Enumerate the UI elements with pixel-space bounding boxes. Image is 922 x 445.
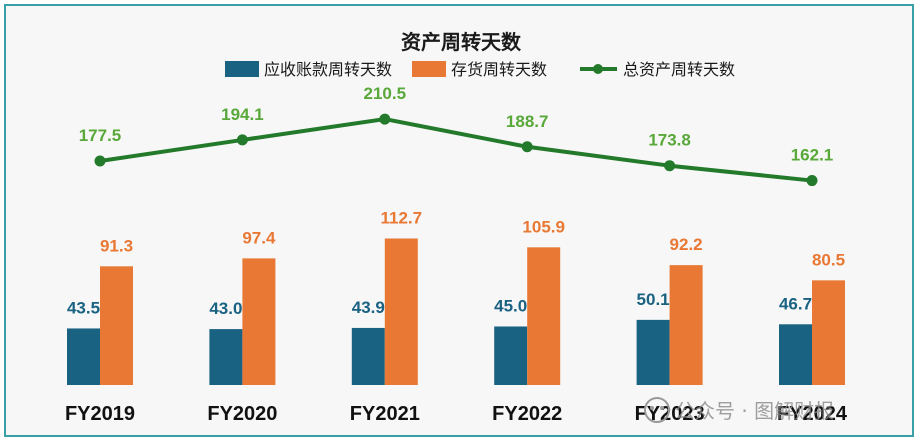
data-label-inventory: 91.3 xyxy=(100,236,133,255)
bar-receivables xyxy=(209,329,243,385)
point-total-assets xyxy=(94,155,106,167)
bar-inventory xyxy=(100,266,133,385)
bar-receivables xyxy=(351,327,385,385)
legend-swatch-receivables xyxy=(225,61,259,77)
data-label-receivables: 50.1 xyxy=(637,290,670,309)
data-label-total-assets: 210.5 xyxy=(364,84,407,103)
bar-inventory xyxy=(242,258,276,385)
legend-marker-total-assets xyxy=(593,64,603,74)
legend-label-total-assets: 总资产周转天数 xyxy=(623,60,735,79)
data-label-inventory: 112.7 xyxy=(380,208,422,227)
watermark: 公众号 · 图解财报 xyxy=(644,397,834,423)
bar-inventory xyxy=(527,247,561,385)
data-label-total-assets: 194.1 xyxy=(221,105,264,124)
data-label-inventory: 80.5 xyxy=(812,250,845,269)
x-tick-label: FY2019 xyxy=(65,403,135,425)
data-label-total-assets: 188.7 xyxy=(506,112,549,131)
data-label-receivables: 43.9 xyxy=(352,298,385,317)
bar-receivables xyxy=(494,326,528,385)
x-tick-label: FY2021 xyxy=(350,403,420,425)
bar-receivables xyxy=(779,324,812,385)
x-tick-label: FY2020 xyxy=(207,403,277,425)
point-total-assets xyxy=(664,160,676,172)
data-label-receivables: 43.5 xyxy=(67,298,100,317)
legend: 应收账款周转天数 存货周转天数 总资产周转天数 xyxy=(225,60,735,79)
bar-receivables xyxy=(636,319,670,385)
legend-label-inventory: 存货周转天数 xyxy=(451,60,547,79)
wechat-icon-eye-right xyxy=(660,406,664,410)
wechat-icon xyxy=(644,397,670,423)
bar-inventory xyxy=(669,265,703,385)
data-label-total-assets: 162.1 xyxy=(791,146,834,165)
wechat-icon-eye-left xyxy=(650,406,654,410)
legend-label-receivables: 应收账款周转天数 xyxy=(264,60,392,79)
bar-receivables xyxy=(67,328,100,385)
data-label-inventory: 97.4 xyxy=(242,228,276,247)
chart-title: 资产周转天数 xyxy=(401,30,522,54)
data-label-receivables: 46.7 xyxy=(779,294,812,313)
point-total-assets xyxy=(236,134,248,146)
point-total-assets xyxy=(521,141,533,153)
data-label-total-assets: 177.5 xyxy=(79,126,122,145)
bar-inventory xyxy=(384,238,418,385)
line-total-assets xyxy=(99,117,813,183)
point-total-assets xyxy=(379,113,391,125)
data-label-inventory: 105.9 xyxy=(522,217,565,236)
bars-layer: 43.5 91.3 43.0 97.4 43.9 112.7 45.0 105.9 50.1 92… xyxy=(67,208,845,385)
x-tick-label: FY2024 xyxy=(777,403,848,425)
x-tick-label: FY2022 xyxy=(492,403,562,425)
chart-frame xyxy=(4,4,914,437)
bar-inventory xyxy=(812,280,845,385)
data-label-total-assets: 173.8 xyxy=(648,131,691,150)
watermark-text: 公众号 · 图解财报 xyxy=(675,399,834,423)
data-label-inventory: 92.2 xyxy=(670,235,703,254)
data-label-receivables: 45.0 xyxy=(494,297,527,316)
data-label-receivables: 43.0 xyxy=(209,299,242,318)
legend-swatch-inventory xyxy=(412,61,446,77)
point-total-assets xyxy=(806,175,818,187)
line-layer: 177.5 194.1 210.5 188.7 173.8 162.1 xyxy=(79,84,834,187)
